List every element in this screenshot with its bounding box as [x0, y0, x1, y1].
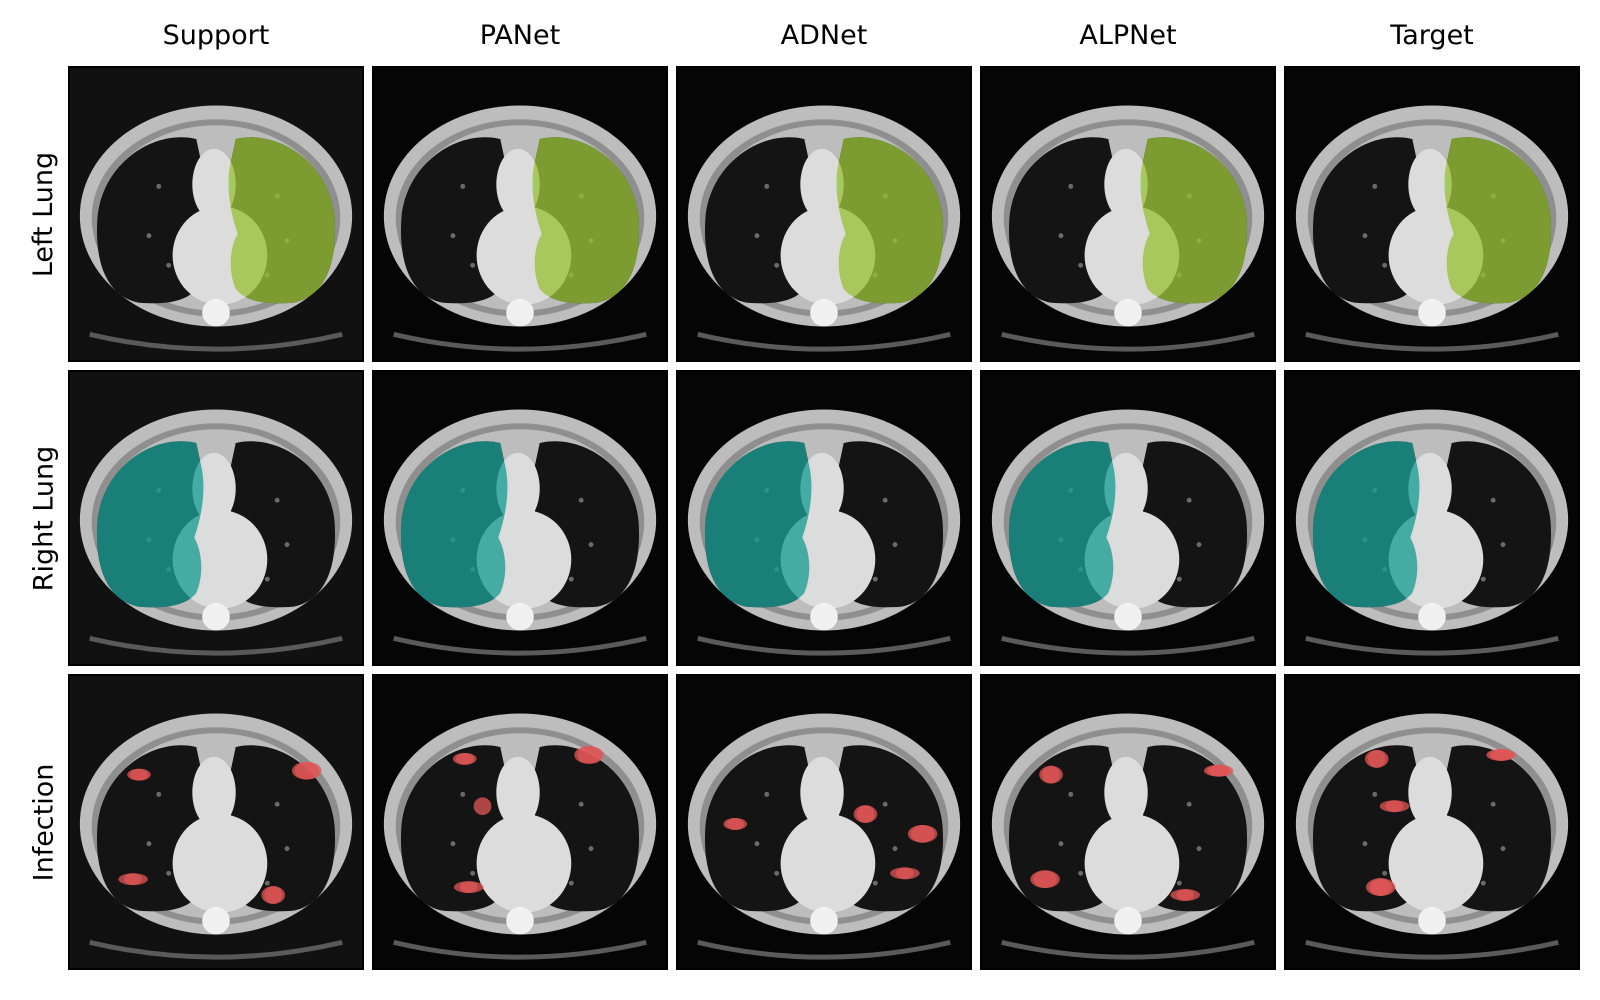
ct-slice-image — [70, 68, 362, 360]
ct-panel-right-lung-support — [68, 370, 364, 666]
column-header-adnet: ADNet — [780, 20, 868, 51]
ct-slice-image — [1286, 372, 1578, 664]
ct-panel-infection-support — [68, 674, 364, 970]
ct-panel-left-lung-support — [68, 66, 364, 362]
row-label: Right Lung — [28, 445, 60, 591]
row-header-left-lung: Left Lung — [24, 66, 64, 362]
ct-slice-image — [982, 372, 1274, 664]
ct-slice-image — [1286, 676, 1578, 968]
ct-slice-image — [678, 372, 970, 664]
ct-slice-image — [1286, 68, 1578, 360]
ct-panel-left-lung-target — [1284, 66, 1580, 362]
row-label: Infection — [28, 763, 60, 881]
ct-slice-image — [374, 372, 666, 664]
ct-panel-infection-panet — [372, 674, 668, 970]
ct-panel-right-lung-adnet — [676, 370, 972, 666]
ct-slice-image — [374, 68, 666, 360]
ct-slice-image — [374, 676, 666, 968]
ct-panel-infection-adnet — [676, 674, 972, 970]
row-header-infection: Infection — [24, 674, 64, 970]
column-header-panet: PANet — [479, 20, 561, 51]
ct-panel-left-lung-panet — [372, 66, 668, 362]
row-header-right-lung: Right Lung — [24, 370, 64, 666]
ct-slice-image — [982, 676, 1274, 968]
row-label: Left Lung — [28, 151, 60, 277]
ct-slice-image — [678, 676, 970, 968]
ct-panel-right-lung-panet — [372, 370, 668, 666]
ct-slice-image — [678, 68, 970, 360]
ct-panel-left-lung-adnet — [676, 66, 972, 362]
column-header-alpnet: ALPNet — [1079, 20, 1177, 51]
column-header-support: Support — [162, 20, 270, 51]
ct-slice-image — [70, 676, 362, 968]
ct-panel-right-lung-target — [1284, 370, 1580, 666]
ct-panel-left-lung-alpnet — [980, 66, 1276, 362]
ct-panel-infection-alpnet — [980, 674, 1276, 970]
ct-panel-infection-target — [1284, 674, 1580, 970]
ct-slice-image — [70, 372, 362, 664]
column-header-target: Target — [1390, 20, 1474, 51]
ct-panel-right-lung-alpnet — [980, 370, 1276, 666]
ct-slice-image — [982, 68, 1274, 360]
